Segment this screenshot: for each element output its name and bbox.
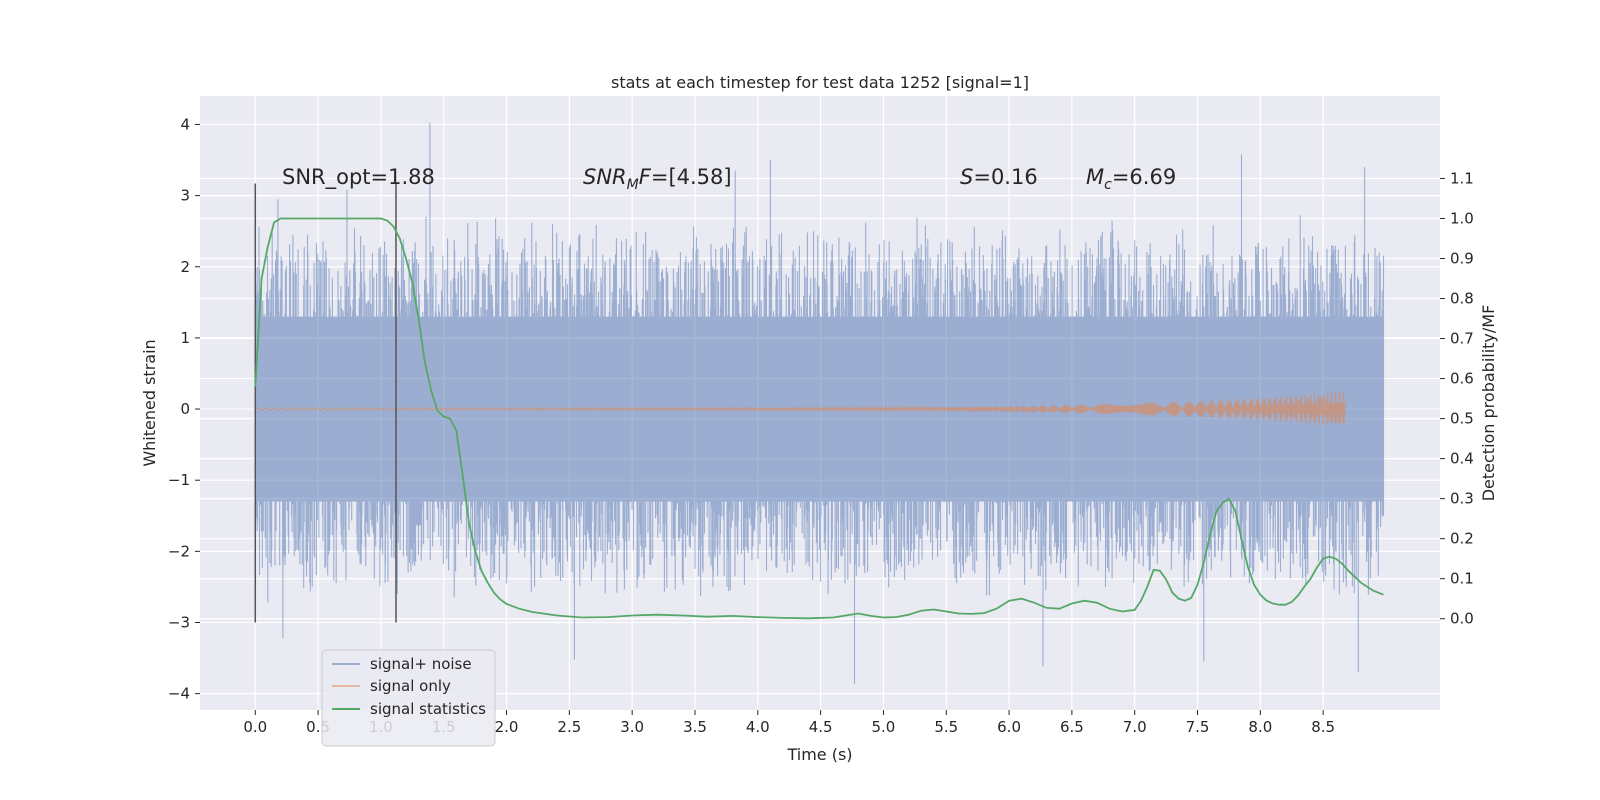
- legend-label-signal-statistics: signal statistics: [370, 700, 486, 718]
- legend-label-signal-noise: signal+ noise: [370, 655, 472, 673]
- annotation-mc: Mc=6.69: [1086, 165, 1176, 193]
- x-tick-label: 4.0: [746, 718, 770, 736]
- y-axis-label: Whitened strain: [140, 339, 159, 466]
- y-tick-label: 2: [180, 258, 190, 276]
- x-tick-label: 2.5: [557, 718, 581, 736]
- y-right-tick-label: 0.5: [1450, 410, 1474, 428]
- y-tick-label: −2: [168, 542, 190, 560]
- y-right-tick-label: 0.2: [1450, 530, 1474, 548]
- x-tick-label: 7.5: [1186, 718, 1210, 736]
- legend-label-signal-only: signal only: [370, 677, 451, 695]
- y-right-axis-label: Detection probability/MF: [1479, 305, 1498, 502]
- y-right-tick-label: 0.1: [1450, 570, 1474, 588]
- annotations: SNR_opt=1.88 SNRMF=[4.58] S=0.16 Mc=6.69: [282, 165, 1176, 193]
- y-right-tick-label: 1.1: [1450, 169, 1474, 187]
- y-right-tick-label: 0.4: [1450, 450, 1474, 468]
- x-tick-label: 6.5: [1060, 718, 1084, 736]
- x-tick-label: 5.0: [872, 718, 896, 736]
- y-right-tick-label: 0.0: [1450, 610, 1474, 628]
- y-tick-label: 1: [180, 329, 190, 347]
- x-tick-label: 0.0: [243, 718, 267, 736]
- tick-labels: 0.00.51.01.52.02.53.03.54.04.55.05.56.06…: [168, 115, 1474, 736]
- x-tick-label: 3.5: [683, 718, 707, 736]
- legend-box: [321, 649, 496, 747]
- x-tick-label: 5.5: [934, 718, 958, 736]
- signal-statistics-line: [254, 217, 1384, 620]
- annotation-s: S=0.16: [960, 165, 1038, 189]
- y-right-tick-label: 1.0: [1450, 209, 1474, 227]
- x-tick-label: 4.5: [809, 718, 833, 736]
- x-tick-label: 2.0: [495, 718, 519, 736]
- x-tick-label: 6.0: [997, 718, 1021, 736]
- y-tick-label: 4: [180, 115, 190, 133]
- y-right-tick-label: 0.6: [1450, 370, 1474, 388]
- y-tick-label: −1: [168, 471, 190, 489]
- x-tick-label: 3.0: [620, 718, 644, 736]
- annotation-snr-mf: SNRMF=[4.58]: [583, 165, 732, 193]
- legend: signal+ noise signal only signal statist…: [321, 649, 496, 747]
- y-tick-label: −3: [168, 613, 190, 631]
- x-axis-label: Time (s): [786, 745, 852, 764]
- annotation-snr-opt: SNR_opt=1.88: [282, 165, 435, 190]
- y-right-tick-label: 0.8: [1450, 290, 1474, 308]
- y-right-tick-label: 0.9: [1450, 250, 1474, 268]
- signal-statistics-series: [254, 217, 1384, 620]
- x-tick-label: 8.5: [1311, 718, 1335, 736]
- x-tick-label: 8.0: [1248, 718, 1272, 736]
- y-tick-label: 0: [180, 400, 190, 418]
- y-tick-label: −4: [168, 685, 190, 703]
- y-right-tick-label: 0.3: [1450, 490, 1474, 508]
- x-tick-label: 7.0: [1123, 718, 1147, 736]
- chart-title: stats at each timestep for test data 125…: [611, 73, 1029, 92]
- marker-lines: [254, 183, 397, 623]
- y-tick-label: 3: [180, 187, 190, 205]
- y-right-tick-label: 0.7: [1450, 330, 1474, 348]
